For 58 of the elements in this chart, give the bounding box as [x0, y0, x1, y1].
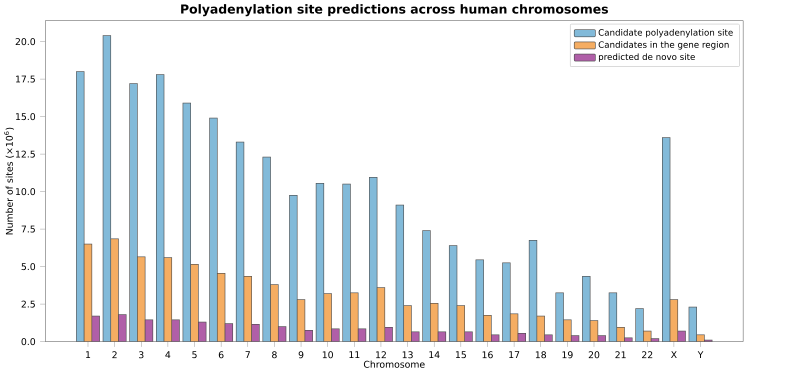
- bar: [510, 314, 518, 342]
- x-tick-label: 12: [376, 351, 386, 358]
- bar: [84, 244, 92, 342]
- y-tick-label: 10.0: [16, 188, 36, 196]
- y-tick-label: 15.0: [16, 113, 36, 120]
- bar: [430, 303, 438, 342]
- bar: [563, 320, 572, 342]
- x-tick-label: 16: [482, 351, 493, 358]
- x-tick-label: 10: [322, 351, 333, 358]
- x-tick-label: 2: [112, 351, 117, 358]
- x-tick-label: 17: [509, 351, 520, 358]
- x-tick-label: 3: [138, 351, 144, 358]
- x-tick-label: Y: [698, 351, 704, 358]
- y-tick-label: 17.5: [16, 76, 35, 83]
- x-axis-title: Chromosome: [364, 360, 425, 368]
- bar: [376, 287, 386, 342]
- x-tick-label: X: [670, 351, 677, 358]
- bar: [137, 256, 146, 342]
- legend-label: Candidate polyadenylation site: [598, 29, 733, 38]
- x-tick-label: 6: [218, 351, 224, 358]
- legend-label: Candidates in the gene region: [598, 41, 729, 50]
- x-tick-label: 22: [642, 351, 652, 358]
- x-tick-label: 18: [536, 351, 546, 358]
- y-tick-label: 5.0: [22, 263, 36, 270]
- bar: [110, 238, 119, 342]
- bar: [164, 257, 172, 342]
- x-tick-label: 9: [298, 351, 304, 358]
- x-tick-label: 14: [429, 351, 440, 358]
- bar: [350, 292, 358, 342]
- bar: [296, 299, 306, 342]
- y-tick-label: 0.0: [22, 338, 36, 346]
- x-tick-label: 19: [562, 351, 573, 358]
- bar: [643, 331, 652, 342]
- x-tick-label: 21: [615, 351, 626, 358]
- x-tick-label: 4: [165, 351, 170, 358]
- y-tick-label: 7.5: [22, 226, 35, 233]
- bar: [483, 315, 492, 342]
- chart-title: Polyadenylation site predictions across human chromosomes: [181, 4, 608, 16]
- x-tick-label: 8: [272, 351, 277, 358]
- bar: [190, 264, 199, 342]
- legend-label: predicted de novo site: [598, 53, 695, 62]
- bar: [670, 299, 678, 342]
- x-tick-label: 11: [349, 351, 360, 358]
- x-tick-label: 15: [456, 351, 466, 358]
- y-tick-label: 2.5: [22, 300, 35, 308]
- bar: [270, 284, 279, 342]
- bar: [244, 276, 252, 342]
- bar: [324, 293, 332, 342]
- x-tick-label: 13: [402, 351, 413, 358]
- bar: [536, 316, 545, 342]
- x-tick-label: 7: [246, 351, 250, 358]
- x-tick-label: 1: [86, 351, 90, 358]
- x-tick-label: 5: [192, 351, 197, 358]
- x-tick-label: 20: [588, 351, 600, 358]
- y-tick-label: 12.5: [16, 150, 35, 158]
- y-axis-title: Number of sites (×10$^{6}$): [4, 128, 14, 234]
- bar: [216, 273, 226, 342]
- y-tick-label: 20.0: [16, 38, 36, 46]
